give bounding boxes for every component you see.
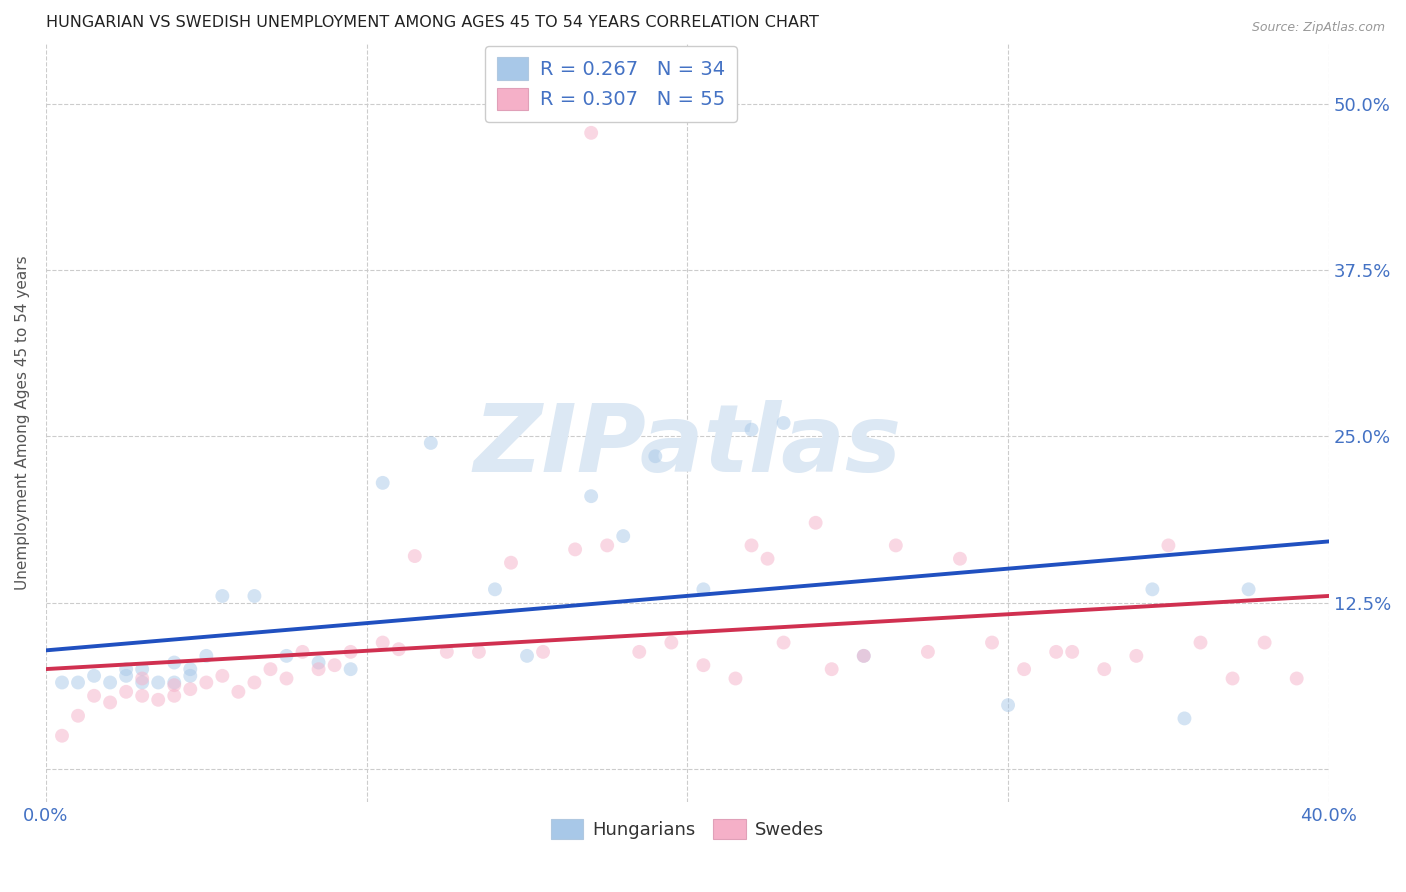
Point (499, 556, 522, 570)
Point (756, 551, 779, 566)
Point (291, 645, 314, 659)
Point (821, 662, 844, 676)
Point (516, 648, 538, 663)
Point (179, 682, 201, 697)
Point (51, 729, 73, 743)
Point (115, 669, 138, 683)
Point (917, 645, 939, 659)
Point (371, 475, 394, 490)
Point (741, 538, 763, 552)
Point (131, 689, 153, 703)
Point (163, 656, 186, 670)
Point (1237, 582, 1260, 597)
Point (468, 645, 491, 659)
Point (276, 648, 298, 663)
Point (1142, 582, 1164, 597)
Point (1285, 672, 1308, 686)
Point (884, 538, 907, 552)
Point (772, 416, 794, 430)
Point (1092, 662, 1115, 676)
Point (692, 658, 714, 673)
Point (163, 689, 186, 703)
Point (83, 689, 105, 703)
Point (388, 642, 411, 657)
Point (724, 672, 747, 686)
Point (596, 538, 619, 552)
Point (981, 635, 1004, 649)
Point (531, 645, 554, 659)
Point (228, 685, 250, 699)
Point (997, 698, 1019, 712)
Point (644, 449, 666, 463)
Text: Source: ZipAtlas.com: Source: ZipAtlas.com (1251, 21, 1385, 34)
Point (804, 516, 827, 530)
Point (115, 685, 138, 699)
Text: HUNGARIAN VS SWEDISH UNEMPLOYMENT AMONG AGES 45 TO 54 YEARS CORRELATION CHART: HUNGARIAN VS SWEDISH UNEMPLOYMENT AMONG … (46, 15, 818, 30)
Point (131, 662, 153, 676)
Point (179, 662, 201, 676)
Legend: Hungarians, Swedes: Hungarians, Swedes (543, 812, 831, 847)
Point (949, 551, 972, 566)
Point (243, 675, 266, 690)
Point (1012, 662, 1035, 676)
Point (276, 672, 298, 686)
Point (564, 542, 586, 557)
Point (259, 662, 281, 676)
Point (323, 658, 346, 673)
Point (436, 645, 458, 659)
Point (98, 696, 121, 710)
Point (148, 675, 170, 690)
Point (1045, 645, 1067, 659)
Point (628, 645, 651, 659)
Point (195, 648, 218, 663)
Point (339, 662, 361, 676)
Y-axis label: Unemployment Among Ages 45 to 54 years: Unemployment Among Ages 45 to 54 years (15, 256, 30, 591)
Point (852, 648, 875, 663)
Point (852, 648, 875, 663)
Point (115, 662, 138, 676)
Point (148, 693, 170, 707)
Text: ZIPatlas: ZIPatlas (474, 400, 901, 491)
Point (659, 635, 682, 649)
Point (339, 645, 361, 659)
Point (1157, 538, 1180, 552)
Point (131, 675, 153, 690)
Point (83, 669, 105, 683)
Point (579, 489, 602, 503)
Point (163, 678, 186, 692)
Point (741, 423, 763, 437)
Point (308, 656, 330, 670)
Point (98, 675, 121, 690)
Point (484, 582, 506, 597)
Point (1222, 672, 1244, 686)
Point (371, 635, 394, 649)
Point (692, 582, 714, 597)
Point (1189, 635, 1212, 649)
Point (163, 675, 186, 690)
Point (195, 675, 218, 690)
Point (612, 529, 634, 543)
Point (308, 662, 330, 676)
Point (211, 589, 233, 603)
Point (67, 675, 90, 690)
Point (419, 436, 441, 450)
Point (51, 675, 73, 690)
Point (211, 669, 233, 683)
Point (772, 635, 794, 649)
Point (131, 672, 153, 686)
Point (1062, 645, 1084, 659)
Point (1173, 711, 1195, 725)
Point (404, 549, 426, 563)
Point (179, 669, 201, 683)
Point (579, 126, 602, 140)
Point (67, 708, 90, 723)
Point (1253, 635, 1275, 649)
Point (243, 589, 266, 603)
Point (1125, 648, 1147, 663)
